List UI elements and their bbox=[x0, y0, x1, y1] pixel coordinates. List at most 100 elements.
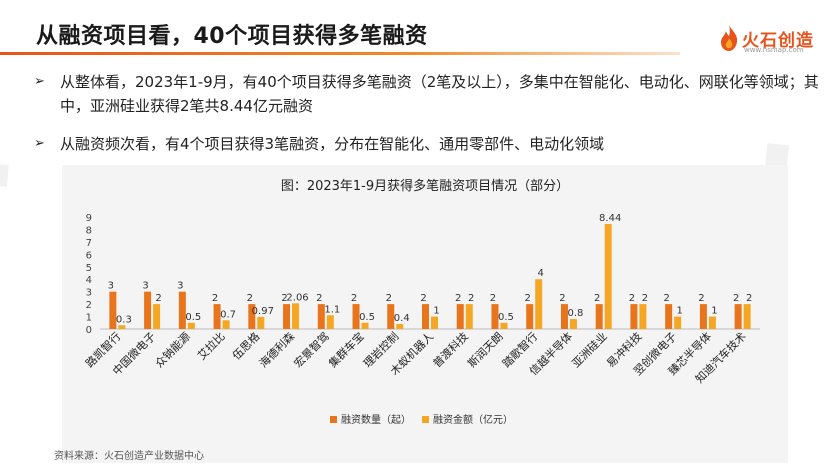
x-tick-label: 伍思格 bbox=[229, 329, 262, 362]
bar-count bbox=[422, 304, 429, 329]
legend-label: 融资数量（起） bbox=[341, 413, 411, 426]
data-label: 1 bbox=[433, 306, 439, 317]
bar-amount bbox=[500, 322, 508, 329]
title-underline bbox=[0, 52, 680, 55]
bar-amount bbox=[361, 322, 369, 329]
x-tick-label: 海德利森 bbox=[256, 329, 297, 370]
data-label: 3 bbox=[142, 281, 148, 292]
data-label: 1 bbox=[676, 306, 682, 317]
data-label: 0.5 bbox=[185, 312, 201, 323]
data-label: 0.7 bbox=[220, 309, 236, 320]
data-label: 2 bbox=[468, 293, 474, 304]
bar-amount bbox=[257, 316, 265, 329]
data-label: 2 bbox=[351, 293, 357, 304]
data-label: 0.4 bbox=[394, 313, 410, 324]
x-tick-label: 宏景智驾 bbox=[291, 329, 332, 370]
y-tick-label: 8 bbox=[86, 225, 92, 236]
bar-amount bbox=[535, 279, 543, 329]
data-label: 0.8 bbox=[567, 308, 583, 319]
bar-amount bbox=[292, 303, 300, 329]
data-label: 0.3 bbox=[116, 314, 132, 325]
data-label: 2 bbox=[663, 293, 669, 304]
flame-logo-icon bbox=[721, 25, 738, 51]
bar-count bbox=[699, 304, 707, 329]
bar-count bbox=[456, 304, 464, 329]
bar-amount bbox=[708, 316, 716, 329]
bar-amount bbox=[639, 304, 647, 329]
data-label: 4 bbox=[538, 268, 544, 279]
bar-count bbox=[283, 304, 291, 329]
legend-swatch bbox=[330, 416, 337, 423]
data-label: 2 bbox=[559, 293, 565, 304]
data-label: 1 bbox=[711, 306, 717, 317]
data-label: 2 bbox=[212, 293, 218, 304]
data-label: 2 bbox=[386, 293, 392, 304]
x-tick-label: 众钠能源 bbox=[152, 329, 193, 370]
data-label: 2 bbox=[316, 293, 322, 304]
data-label: 2 bbox=[155, 293, 161, 304]
bar-count bbox=[352, 304, 360, 329]
logo-text: 火石创造 bbox=[742, 31, 814, 51]
bar-count bbox=[387, 304, 395, 329]
chart-title: 图：2023年1-9月获得多笔融资项目情况（部分） bbox=[281, 178, 569, 194]
x-tick-label: 艾拉比 bbox=[194, 329, 227, 362]
data-label: 2.06 bbox=[286, 292, 308, 303]
bullet-arrow-icon: ➢ bbox=[34, 74, 45, 89]
watermark: ◆ bbox=[0, 145, 22, 201]
bar-count bbox=[178, 291, 186, 329]
y-tick-label: 9 bbox=[86, 213, 92, 224]
data-label: 0.5 bbox=[498, 312, 514, 323]
x-tick-label: 亚洲硅业 bbox=[570, 330, 610, 370]
x-tick-label: 普渡科技 bbox=[430, 329, 471, 370]
data-label: 2 bbox=[490, 293, 496, 304]
data-label: 2 bbox=[455, 293, 461, 304]
y-tick-label: 0 bbox=[86, 325, 92, 336]
data-label: 2 bbox=[594, 293, 600, 304]
source-note: 资料来源：火石创造产业数据中心 bbox=[54, 451, 204, 462]
chart-panel: 图：2023年1-9月获得多笔融资项目情况（部分） 0 1 2 3 4 5 6 7 8 9 3 0.3 路… bbox=[62, 165, 788, 463]
bar-amount bbox=[569, 319, 577, 329]
bar-amount bbox=[153, 304, 161, 329]
data-label: 2 bbox=[525, 293, 531, 304]
bar-amount bbox=[743, 304, 751, 329]
bar-count bbox=[491, 304, 499, 329]
logo: 火石创造 www.hsmap.com bbox=[718, 24, 828, 54]
data-label: 3 bbox=[108, 281, 114, 292]
bar-amount bbox=[674, 316, 682, 329]
bar-count bbox=[665, 304, 673, 329]
bar-count bbox=[595, 304, 603, 329]
data-label: 2 bbox=[733, 293, 739, 304]
data-label: 3 bbox=[177, 281, 183, 292]
data-label: 2 bbox=[629, 293, 635, 304]
bar-count bbox=[317, 304, 325, 329]
y-tick-label: 3 bbox=[86, 288, 92, 299]
bar-count bbox=[144, 291, 152, 329]
y-tick-label: 2 bbox=[86, 300, 92, 311]
bar-chart: 图：2023年1-9月获得多笔融资项目情况（部分）012345678930.3路… bbox=[82, 178, 760, 426]
data-label: 0.5 bbox=[359, 312, 375, 323]
data-label: 2 bbox=[698, 293, 704, 304]
bullet-arrow-icon: ➢ bbox=[34, 136, 45, 151]
y-tick-label: 6 bbox=[86, 250, 92, 261]
bullet-text: 从融资频次看，有4个项目获得3笔融资，分布在智能化、通用零部件、电动化领域 bbox=[60, 135, 605, 153]
bar-count bbox=[630, 304, 638, 329]
y-tick-label: 5 bbox=[86, 263, 92, 274]
data-label: 2 bbox=[281, 293, 287, 304]
y-tick-label: 7 bbox=[86, 238, 92, 249]
bar-count bbox=[526, 304, 534, 329]
data-label: 1.1 bbox=[324, 304, 340, 315]
page-title: 从融资项目看，40个项目获得多笔融资 bbox=[36, 24, 428, 49]
x-tick-label: 斯润天朗 bbox=[465, 329, 506, 370]
data-label: 2 bbox=[746, 293, 752, 304]
bar-count bbox=[734, 304, 742, 329]
bar-amount bbox=[465, 304, 473, 329]
legend-label: 融资金额（亿元） bbox=[433, 413, 513, 426]
legend-swatch bbox=[422, 416, 429, 423]
bar-amount bbox=[118, 325, 126, 329]
data-label: 8.44 bbox=[599, 213, 621, 224]
bar-amount bbox=[222, 320, 230, 329]
bar-count bbox=[109, 291, 117, 329]
bullet-text: 从整体看，2023年1-9月，有40个项目获得多笔融资（2笔及以上），多集中在智… bbox=[60, 73, 819, 115]
data-label: 2 bbox=[642, 293, 648, 304]
x-tick-label: 集群车宝 bbox=[326, 329, 367, 370]
